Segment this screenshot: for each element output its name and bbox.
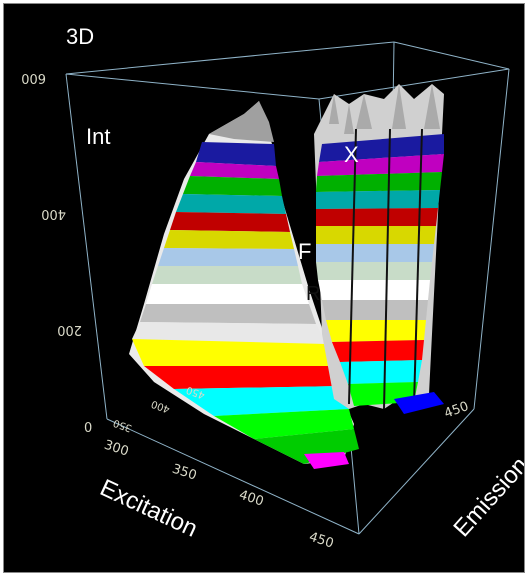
band-x-cyan <box>340 360 422 384</box>
x-tick-350: 350 <box>170 462 198 484</box>
ridge-tip-4 <box>392 84 406 129</box>
z-tick-200: 200 <box>57 322 82 337</box>
x-axis-title: Excitation <box>96 474 202 542</box>
box-top-back-edge <box>65 41 395 75</box>
z-axis-line <box>65 73 108 420</box>
surface-f-peak <box>129 101 359 469</box>
band-x-white <box>318 280 430 300</box>
band-x-blue <box>319 134 444 162</box>
band-f-red <box>170 212 290 232</box>
ridge-tip-3 <box>356 94 372 129</box>
z-tick-600: 600 <box>21 70 46 85</box>
annotation-r: R <box>306 283 320 305</box>
annotation-x: X <box>344 142 359 167</box>
z-tick-0: 0 <box>84 421 92 436</box>
band-x-yellow <box>316 226 436 244</box>
band-f-silver <box>140 304 316 324</box>
band-f-lightgray <box>132 322 326 344</box>
band-x-green <box>316 172 442 192</box>
x-axis-line <box>106 418 360 535</box>
ridge-gap-2 <box>383 128 391 410</box>
y-axis-title: Emission <box>448 452 525 542</box>
band-f-gray <box>209 101 274 142</box>
z-axis-title: Int <box>86 124 110 149</box>
surface-x-ridges <box>314 84 444 414</box>
band-f-green2 <box>214 409 354 439</box>
ridge-tip-2 <box>344 104 354 134</box>
box-right-vertical-edge <box>473 68 510 410</box>
z-tick-400: 400 <box>41 206 66 221</box>
band-f-yellow <box>164 230 294 249</box>
box-top-front-edge <box>65 73 320 100</box>
x-tick-300: 300 <box>102 438 130 460</box>
band-f-red2 <box>144 366 342 389</box>
band-x-yellow2 <box>326 320 426 342</box>
x-tick-400: 400 <box>237 488 265 510</box>
band-f-magenta2 <box>304 452 349 469</box>
ridge-gap-1 <box>348 128 357 405</box>
ridge-gap-3 <box>413 128 423 405</box>
y-tick-far-450: 450 <box>442 399 470 422</box>
band-x-teal <box>316 190 440 209</box>
band-f-palegreen <box>152 266 302 284</box>
ridge-tip-5 <box>424 84 440 129</box>
band-f-yellow2 <box>132 339 336 366</box>
band-f-lightblue <box>158 248 298 266</box>
band-x-palegreen <box>316 262 432 280</box>
band-f-white <box>146 284 309 304</box>
band-x-red2 <box>332 340 424 362</box>
band-f-green <box>183 176 282 196</box>
band-x-red <box>316 208 438 226</box>
band-x-magenta <box>317 154 444 176</box>
surface-plot: 3D Int X F R 0 200 400 600 300 350 400 4… <box>21 24 525 552</box>
band-f-magenta <box>190 162 279 179</box>
band-x-lightblue <box>316 244 434 262</box>
x-tick-450: 450 <box>307 530 335 552</box>
band-f-teal <box>176 194 286 214</box>
band-f-cyan <box>174 386 349 416</box>
box-top-right-edge <box>393 41 510 70</box>
annotation-f: F <box>298 239 311 264</box>
band-x-silver <box>322 300 428 320</box>
ridge-tip-1 <box>329 94 339 124</box>
y-axis-line <box>358 408 475 535</box>
box-top-front-right-edge <box>318 68 510 100</box>
corner-label: 3D <box>66 24 94 49</box>
y-tick-near-350: 350 <box>112 417 134 434</box>
y-tick-near-400: 400 <box>150 398 172 415</box>
floor-blue-patch <box>394 392 444 414</box>
band-f-blue <box>196 142 276 166</box>
chart-frame: 3D Int X F R 0 200 400 600 300 350 400 4… <box>3 3 525 573</box>
